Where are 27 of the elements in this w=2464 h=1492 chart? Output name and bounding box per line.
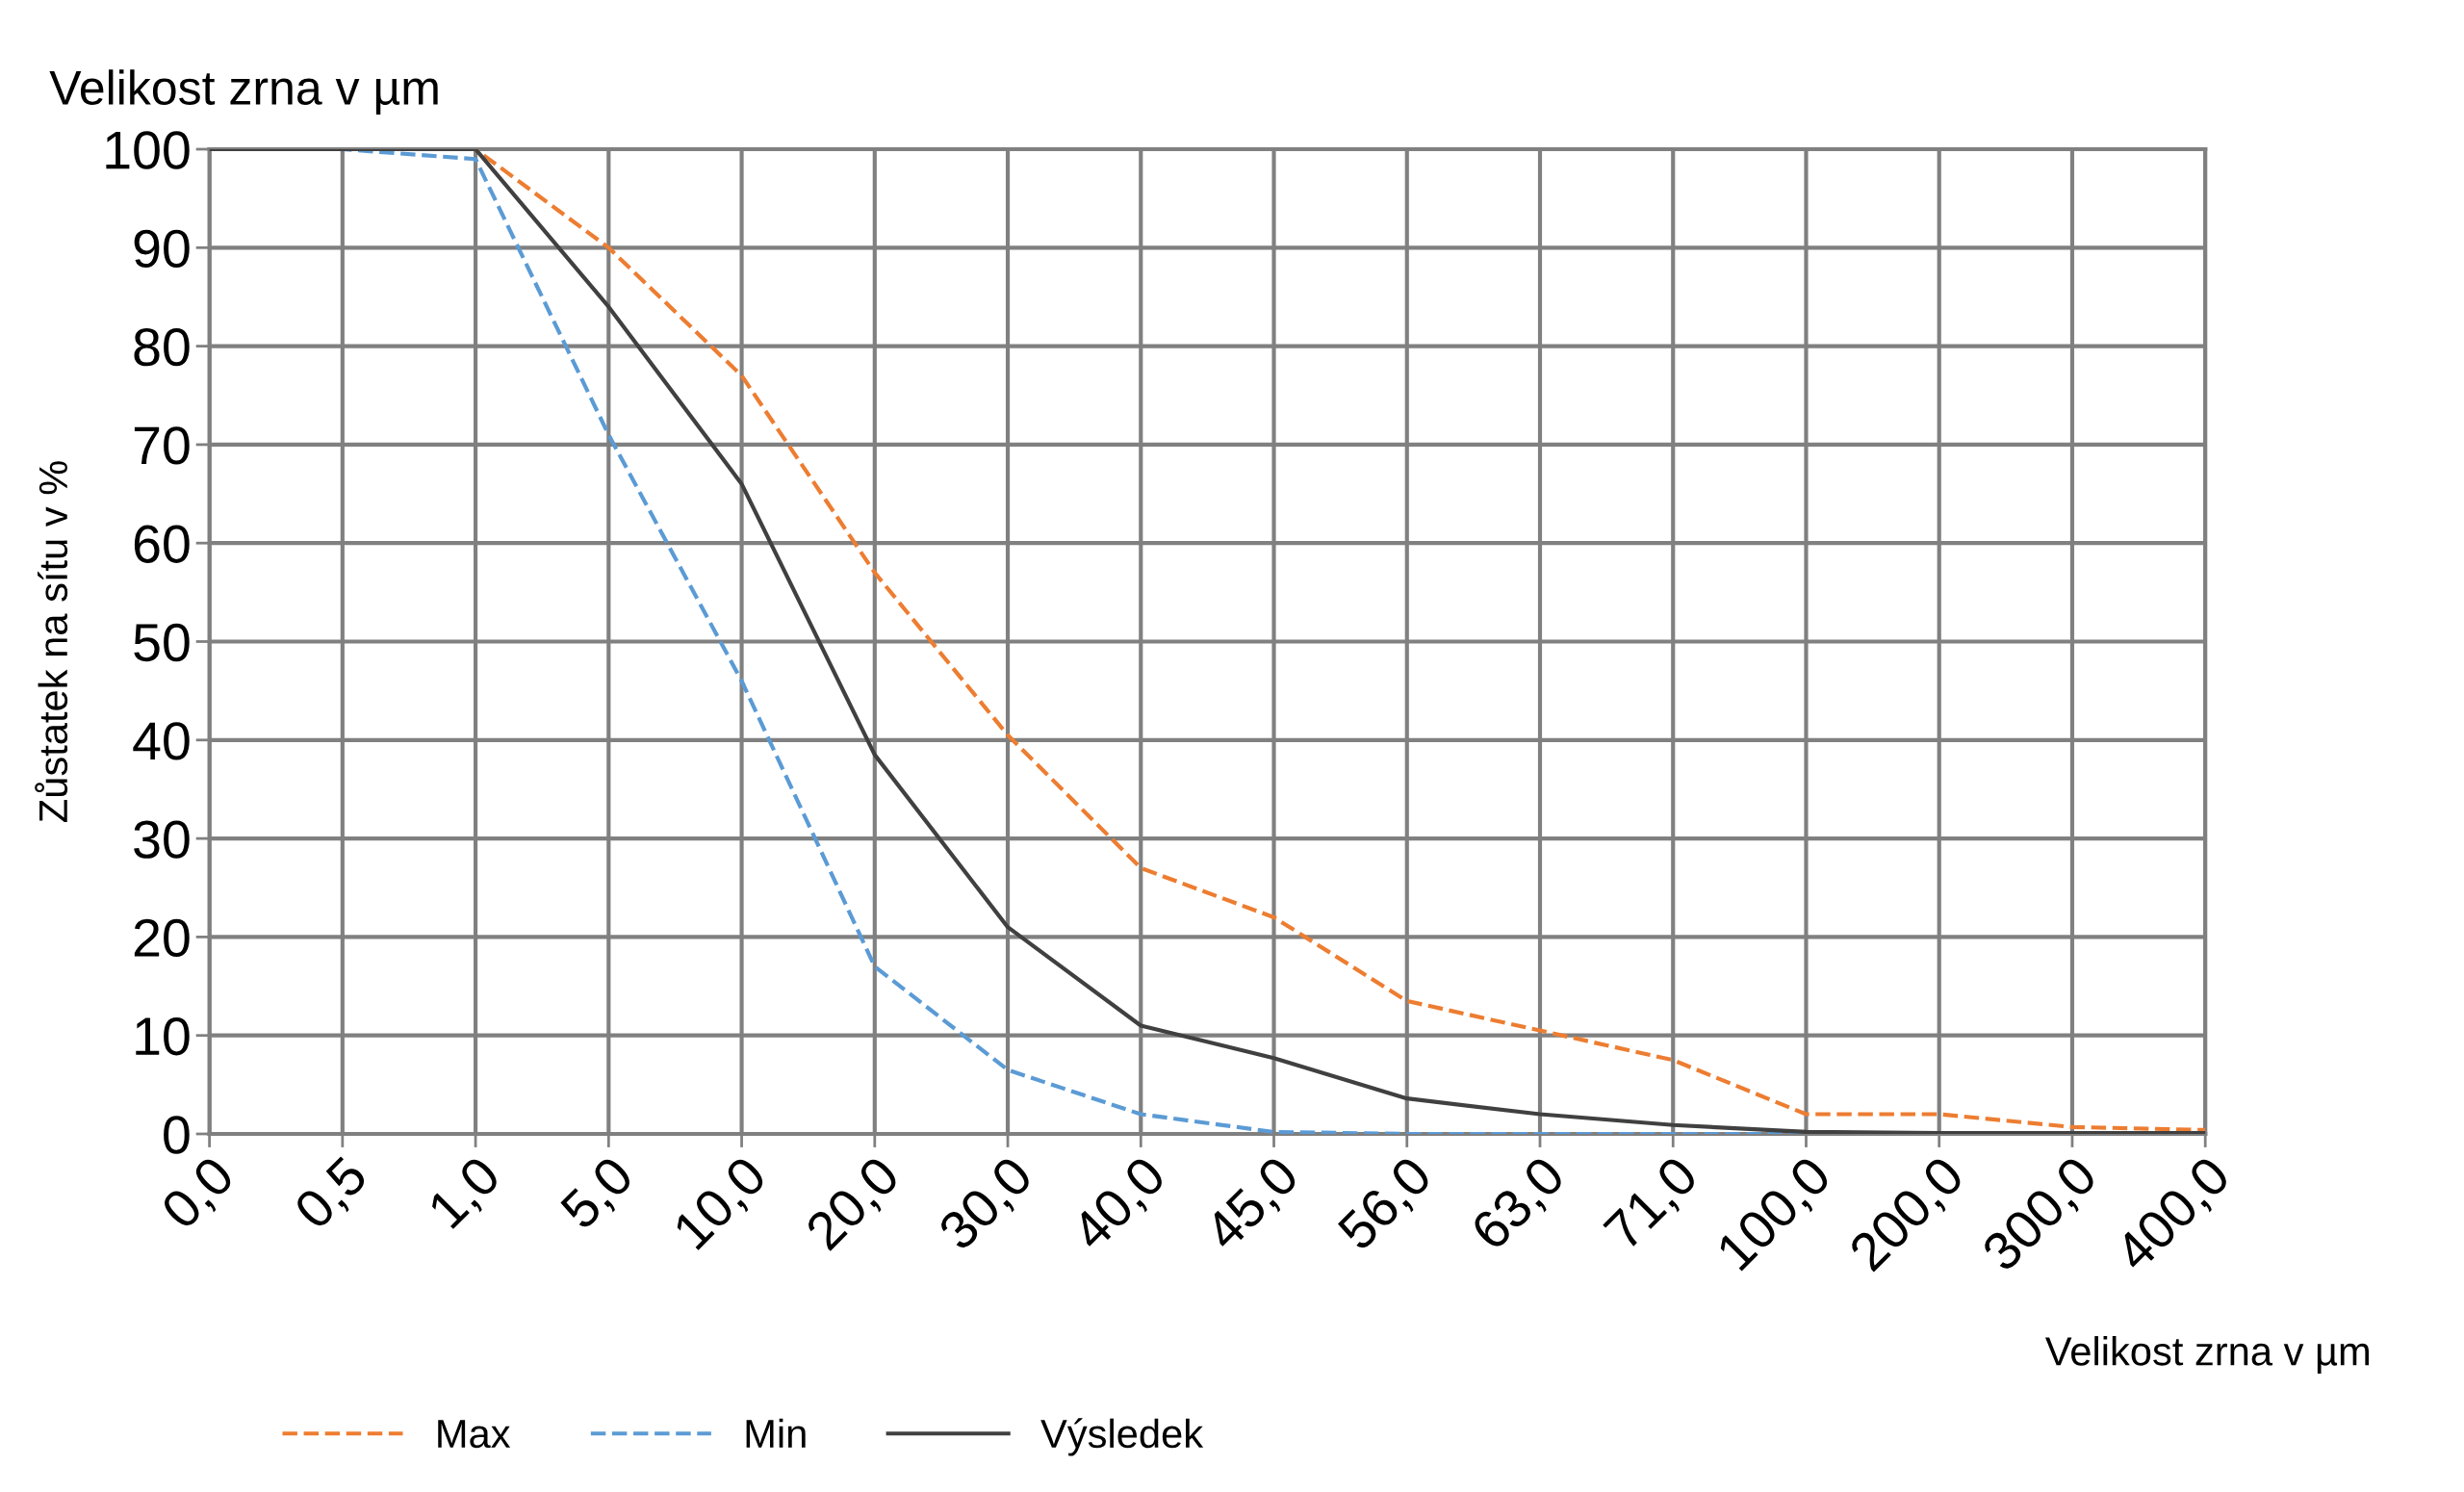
x-tick-label: 0,0 bbox=[159, 1154, 241, 1236]
y-tick-label: 90 bbox=[134, 229, 190, 268]
x-tick-label: 63,0 bbox=[1469, 1154, 1571, 1256]
x-tick-label: 45,0 bbox=[1202, 1154, 1305, 1257]
legend-label: Výsledek bbox=[1040, 1418, 1204, 1456]
y-tick-label: 40 bbox=[133, 722, 190, 760]
y-axis-title: Zůstatek na sítu v % bbox=[35, 461, 68, 822]
y-tick-label: 20 bbox=[134, 918, 190, 958]
y-tick-label: 60 bbox=[134, 525, 190, 563]
legend-label: Max bbox=[438, 1420, 511, 1449]
x-tick-label: 1,0 bbox=[426, 1154, 507, 1234]
y-tick-label: 10 bbox=[136, 1017, 190, 1056]
legend-label: Min bbox=[746, 1418, 806, 1448]
chart-title: Velikost zrna v µm bbox=[49, 69, 438, 115]
x-tick-label: 30,0 bbox=[937, 1154, 1040, 1257]
y-tick-label: 50 bbox=[134, 623, 190, 662]
y-tick-label: 80 bbox=[134, 327, 190, 367]
y-tick-label: 0 bbox=[164, 1116, 190, 1154]
x-tick-label: 71,0 bbox=[1602, 1154, 1705, 1256]
y-tick-label: 100 bbox=[106, 131, 190, 169]
y-tick-label: 70 bbox=[134, 426, 190, 465]
y-tick-label: 30 bbox=[134, 820, 190, 859]
x-tick-label: 40,0 bbox=[1068, 1154, 1172, 1257]
x-tick-label: 0,5 bbox=[292, 1154, 373, 1236]
x-tick-label: 56,0 bbox=[1335, 1154, 1438, 1257]
x-axis-title: Velikost zrna v µm bbox=[2044, 1336, 2369, 1374]
x-tick-label: 5,0 bbox=[558, 1154, 640, 1236]
